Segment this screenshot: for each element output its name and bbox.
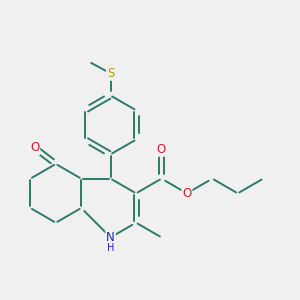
Text: O: O (182, 187, 191, 200)
Text: O: O (157, 143, 166, 156)
Text: S: S (107, 67, 114, 80)
Text: H: H (107, 243, 114, 253)
Text: N: N (106, 231, 115, 244)
Text: O: O (30, 141, 39, 154)
